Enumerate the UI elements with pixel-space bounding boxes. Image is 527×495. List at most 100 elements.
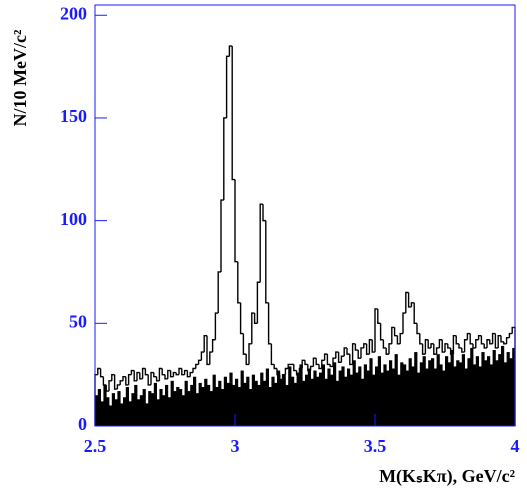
histogram-step: [377, 308, 381, 325]
histogram-step: [113, 374, 118, 390]
histogram-bar: [316, 376, 320, 426]
histogram-step: [220, 199, 224, 272]
histogram-bar: [95, 395, 99, 426]
histogram-bar: [436, 354, 440, 426]
histogram-bar: [97, 389, 101, 426]
histogram-bar: [394, 354, 398, 426]
histogram-bar: [475, 356, 479, 426]
histogram-step: [497, 334, 501, 348]
histogram-step: [427, 339, 431, 349]
histogram-step: [315, 358, 319, 366]
histogram-step: [167, 369, 171, 379]
histogram-bar: [484, 360, 488, 426]
histogram-bar: [461, 354, 465, 426]
histogram-bar: [165, 384, 169, 426]
histogram-step: [323, 353, 328, 361]
histogram-bar: [268, 386, 272, 426]
histogram-step: [346, 347, 350, 355]
histogram-bar: [478, 366, 482, 426]
histogram-bar: [307, 368, 311, 426]
histogram-step: [281, 373, 286, 381]
histogram-bar: [453, 366, 457, 426]
histogram-bar: [184, 380, 188, 426]
histogram-bar: [254, 380, 258, 426]
histogram-bar: [361, 378, 365, 426]
plot-frame: [94, 4, 516, 427]
x-tick-label: 4: [511, 436, 520, 456]
histogram-bar: [221, 389, 225, 426]
histogram-step: [407, 292, 412, 308]
histogram-bar: [123, 397, 127, 426]
x-tick-label: 3: [231, 436, 240, 456]
histogram-step: [223, 117, 227, 201]
histogram-step: [139, 372, 143, 380]
histogram-bar: [111, 393, 115, 426]
histogram-step: [248, 343, 252, 365]
histogram-step: [505, 336, 510, 344]
histogram-step: [111, 373, 115, 381]
histogram-bar: [358, 366, 362, 426]
histogram-bar: [265, 368, 269, 426]
histogram-step: [413, 302, 417, 325]
y-tick-label: 0: [78, 414, 87, 434]
histogram-step: [480, 335, 485, 345]
histogram-bar: [433, 368, 437, 426]
histogram-bar: [313, 370, 317, 426]
histogram-bar: [425, 368, 429, 426]
histogram-step: [329, 364, 333, 368]
histogram-bar: [411, 366, 415, 426]
histogram-step: [486, 339, 490, 348]
histogram-step: [153, 372, 157, 378]
histogram-bar: [128, 401, 132, 426]
histogram-bar: [237, 386, 241, 426]
histogram-step: [189, 371, 193, 377]
histogram-step: [307, 364, 311, 372]
histogram-bar: [366, 370, 370, 426]
histogram-bar: [338, 370, 342, 426]
histogram-step: [256, 281, 261, 324]
histogram-bar: [114, 399, 118, 426]
histogram-step: [304, 360, 308, 366]
histogram-bar: [391, 368, 395, 426]
histogram-step: [270, 343, 275, 366]
histogram-bar: [321, 364, 325, 426]
histogram-step: [211, 339, 216, 353]
histogram-step: [105, 384, 109, 392]
histogram-bar: [170, 380, 174, 426]
histogram-bar: [442, 370, 446, 426]
histogram-step: [368, 339, 373, 355]
histogram-step: [382, 339, 387, 349]
histogram-bar: [173, 391, 177, 426]
histogram-bar: [137, 399, 141, 426]
histogram-step: [430, 343, 434, 348]
histogram-bar: [428, 360, 432, 426]
y-tick-label: 100: [60, 209, 87, 229]
histogram-bar: [347, 368, 351, 426]
histogram-step: [262, 204, 266, 222]
histogram-step: [116, 384, 121, 390]
y-tick-label: 200: [60, 3, 87, 23]
histogram-step: [301, 359, 305, 369]
histogram-step: [147, 374, 151, 386]
histogram-bar: [271, 376, 275, 426]
histogram-step: [108, 380, 112, 392]
histogram-bar: [509, 358, 513, 426]
histogram-bar: [383, 364, 387, 426]
histogram-step: [388, 343, 392, 355]
histogram-bar: [369, 358, 373, 426]
histogram-step: [326, 354, 331, 366]
histogram-bar: [501, 345, 505, 426]
histogram-step: [158, 367, 163, 381]
histogram-bar: [470, 347, 474, 426]
histogram-bar: [198, 382, 202, 426]
histogram-bar: [209, 391, 213, 426]
histogram-step: [483, 343, 487, 349]
histogram-step: [371, 339, 375, 353]
histogram-step: [416, 323, 420, 335]
histogram-bar: [324, 378, 328, 426]
histogram-bar: [151, 393, 155, 426]
histogram-step: [421, 343, 426, 355]
histogram-step: [433, 343, 437, 355]
histogram-bar: [487, 356, 491, 426]
histogram-step: [259, 203, 263, 283]
